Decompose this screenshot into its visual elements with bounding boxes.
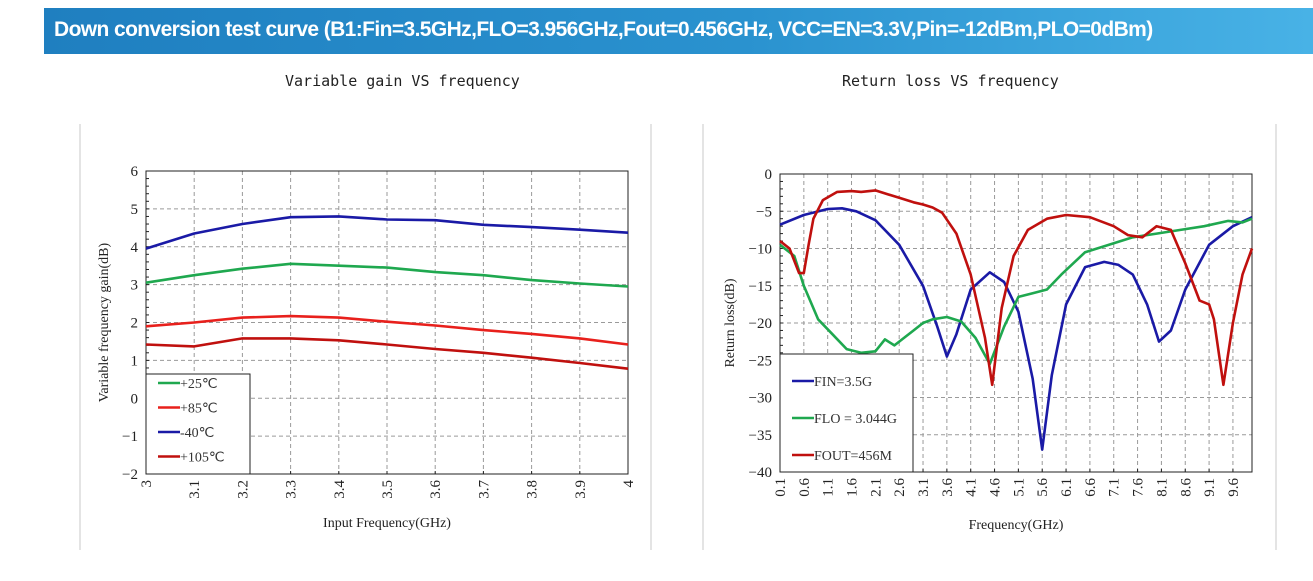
chart1-legend-box xyxy=(779,353,914,473)
gain-chart: −2 −1 0 1 2 3 4 5 6 3 3.1 3.2 3.3 3.4 3.5 3.6 3.7 3.8 3.9 4… xyxy=(97,164,637,531)
chart1-xlabel: Frequency(GHz) xyxy=(969,518,1064,533)
chart0-xtick-label: 3.2 xyxy=(235,480,251,499)
chart1-xtick-label: 3.6 xyxy=(940,478,956,497)
chart0-ytick-label: 0 xyxy=(131,391,139,407)
chart1-series-line-0 xyxy=(779,207,1253,451)
chart1-xtick-label: 0.6 xyxy=(797,478,813,497)
chart1-xtick-label: 6.1 xyxy=(1059,478,1075,497)
chart1-ytick-label: −15 xyxy=(749,279,772,295)
chart1-xtick-label: 7.6 xyxy=(1131,478,1147,497)
chart0-legend-label-2: -40℃ xyxy=(180,426,214,441)
chart1-xtick-label: 8.6 xyxy=(1178,478,1194,497)
chart1-ytick-label: −20 xyxy=(749,316,772,332)
chart0-ytick-label: −1 xyxy=(122,429,138,445)
chart1-xtick-label: 9.6 xyxy=(1226,478,1242,497)
chart1-legend-label-1: FLO = 3.044G xyxy=(814,412,897,427)
chart0-ytick-label: 1 xyxy=(131,353,139,369)
chart1-xtick-label: 1.6 xyxy=(845,478,861,497)
chart1-ytick-label: −30 xyxy=(749,391,772,407)
chart0-xlabel: Input Frequency(GHz) xyxy=(323,516,451,531)
chart0-series-line-3 xyxy=(145,337,629,370)
chart0-legend-label-0: +25℃ xyxy=(180,377,218,392)
banner-title: Down conversion test curve (B1:Fin=3.5GH… xyxy=(54,18,1153,41)
chart0-xtick-label: 3.7 xyxy=(476,480,492,499)
chart0-legend-label-3: +105℃ xyxy=(180,451,225,466)
chart1-xtick-label: 9.1 xyxy=(1202,478,1218,497)
chart1-xtick-label: 0.1 xyxy=(773,478,789,497)
chart1-xtick-label: 5.1 xyxy=(1011,478,1027,497)
chart1-ylabel: Return loss(dB) xyxy=(723,278,738,367)
chart1-xtick-label: 1.1 xyxy=(821,478,837,497)
chart1-series-line-1 xyxy=(779,217,1253,366)
chart1-xtick-label: 4.6 xyxy=(988,478,1004,497)
chart0-series-line-1 xyxy=(145,314,629,346)
chart0-xtick-label: 3.4 xyxy=(332,480,348,499)
chart0-series-line-2 xyxy=(145,215,629,250)
chart1-series-line-2 xyxy=(779,189,1254,387)
chart0-ytick-label: 5 xyxy=(131,202,139,218)
chart1-title: Variable gain VS frequency xyxy=(285,72,520,90)
chart0-ylabel: Variable frequency gain(dB) xyxy=(97,242,112,402)
chart1-xtick-label: 4.1 xyxy=(964,478,980,497)
chart0-ytick-label: 6 xyxy=(131,164,139,180)
chart0-ytick-label: −2 xyxy=(122,467,138,483)
chart0-ytick-label: 2 xyxy=(131,316,139,332)
chart0-xtick-label: 3 xyxy=(139,480,155,488)
chart0-ytick-label: 3 xyxy=(131,278,139,294)
chart1-xtick-label: 2.6 xyxy=(892,478,908,497)
chart1-ytick-label: −5 xyxy=(756,204,772,220)
chart0-series-line-0 xyxy=(145,262,629,288)
chart1-legend-label-0: FIN=3.5G xyxy=(814,375,872,390)
chart0-xtick-label: 3.6 xyxy=(428,480,444,499)
chart1-xtick-label: 2.1 xyxy=(868,478,884,497)
chart1-xtick-label: 6.6 xyxy=(1083,478,1099,497)
chart1-xtick-label: 3.1 xyxy=(916,478,932,497)
header-banner: Down conversion test curve (B1:Fin=3.5GH… xyxy=(44,8,1313,54)
chart1-xtick-label: 8.1 xyxy=(1154,478,1170,497)
chart0-xtick-label: 3.5 xyxy=(380,480,396,499)
chart1-ytick-label: −40 xyxy=(749,465,772,481)
chart0-ytick-label: 4 xyxy=(131,240,139,256)
chart0-legend-label-1: +85℃ xyxy=(180,402,218,417)
chart1-ytick-label: −10 xyxy=(749,242,772,258)
chart0-xtick-label: 3.3 xyxy=(284,480,300,499)
chart0-xtick-label: 3.1 xyxy=(187,480,203,499)
chart0-xtick-label: 4 xyxy=(621,480,637,488)
chart2-title: Return loss VS frequency xyxy=(842,72,1059,90)
chart0-xtick-label: 3.8 xyxy=(525,480,541,499)
return-loss-chart: 0 −5 −10 −15 −20 −25 −30 −35 −400.1 0.6 1.1 1.6 2.1 2… xyxy=(723,167,1254,533)
chart1-ytick-label: 0 xyxy=(765,167,773,183)
chart1-xtick-label: 5.6 xyxy=(1035,478,1051,497)
chart1-legend-label-2: FOUT=456M xyxy=(814,449,892,464)
chart0-xtick-label: 3.9 xyxy=(573,480,589,499)
chart1-ytick-label: −25 xyxy=(749,353,772,369)
chart1-xtick-label: 7.1 xyxy=(1107,478,1123,497)
chart1-ytick-label: −35 xyxy=(749,428,772,444)
